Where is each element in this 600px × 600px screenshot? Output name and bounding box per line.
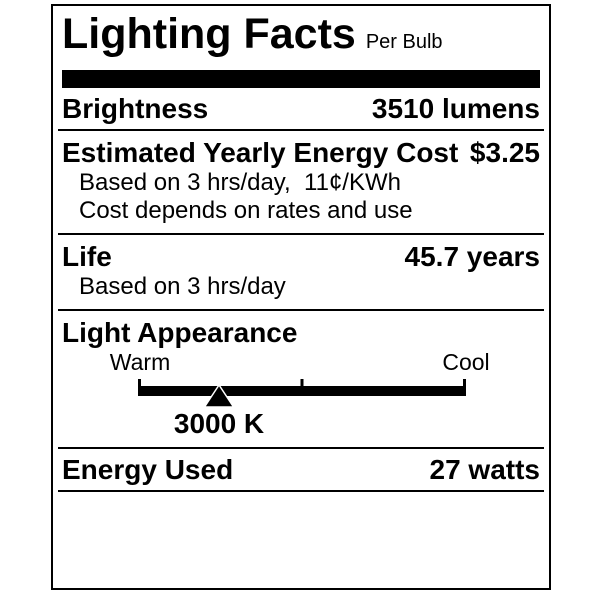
header-divider-bar xyxy=(62,70,540,88)
brightness-value: 3510 lumens xyxy=(371,93,540,124)
life-section: Life 45.7 years Based on 3 hrs/day xyxy=(58,235,544,311)
warm-label: Warm xyxy=(109,349,171,375)
temperature-scale-graphic xyxy=(138,379,466,408)
brightness-label: Brightness xyxy=(62,93,209,124)
temperature-marker-icon xyxy=(203,383,235,408)
light-appearance-label: Light Appearance xyxy=(62,317,298,348)
light-appearance-section: Light Appearance Warm Cool 3000 K xyxy=(58,311,544,449)
energy-cost-note-rate: Based on 3 hrs/day, 11¢/KWh xyxy=(79,169,401,196)
label-title: Lighting Facts xyxy=(62,10,356,58)
life-label: Life xyxy=(62,241,112,272)
energy-cost-note-disclaimer: Cost depends on rates and use xyxy=(79,197,413,224)
energy-used-label: Energy Used xyxy=(62,454,234,485)
label-bottom-whitespace xyxy=(58,492,544,588)
scale-bar xyxy=(138,386,466,396)
label-header: Lighting Facts Per Bulb xyxy=(58,6,544,56)
cool-label: Cool xyxy=(442,349,490,375)
life-note: Based on 3 hrs/day xyxy=(79,273,286,300)
label-subtitle: Per Bulb xyxy=(365,31,443,53)
life-value: 45.7 years xyxy=(404,241,540,272)
scale-end-labels: Warm Cool xyxy=(62,349,540,377)
temperature-scale xyxy=(62,379,540,409)
energy-used-value: 27 watts xyxy=(429,454,541,485)
lighting-facts-label: Lighting Facts Per Bulb Brightness 3510 … xyxy=(51,4,551,590)
kelvin-value: 3000 K xyxy=(173,408,265,439)
energy-cost-value: $3.25 xyxy=(469,137,540,168)
energy-cost-section: Estimated Yearly Energy Cost $3.25 Based… xyxy=(58,131,544,235)
brightness-row: Brightness 3510 lumens xyxy=(58,88,544,131)
energy-cost-label: Estimated Yearly Energy Cost xyxy=(62,137,459,168)
kelvin-row: 3000 K xyxy=(62,409,540,439)
energy-used-row: Energy Used 27 watts xyxy=(58,449,544,492)
